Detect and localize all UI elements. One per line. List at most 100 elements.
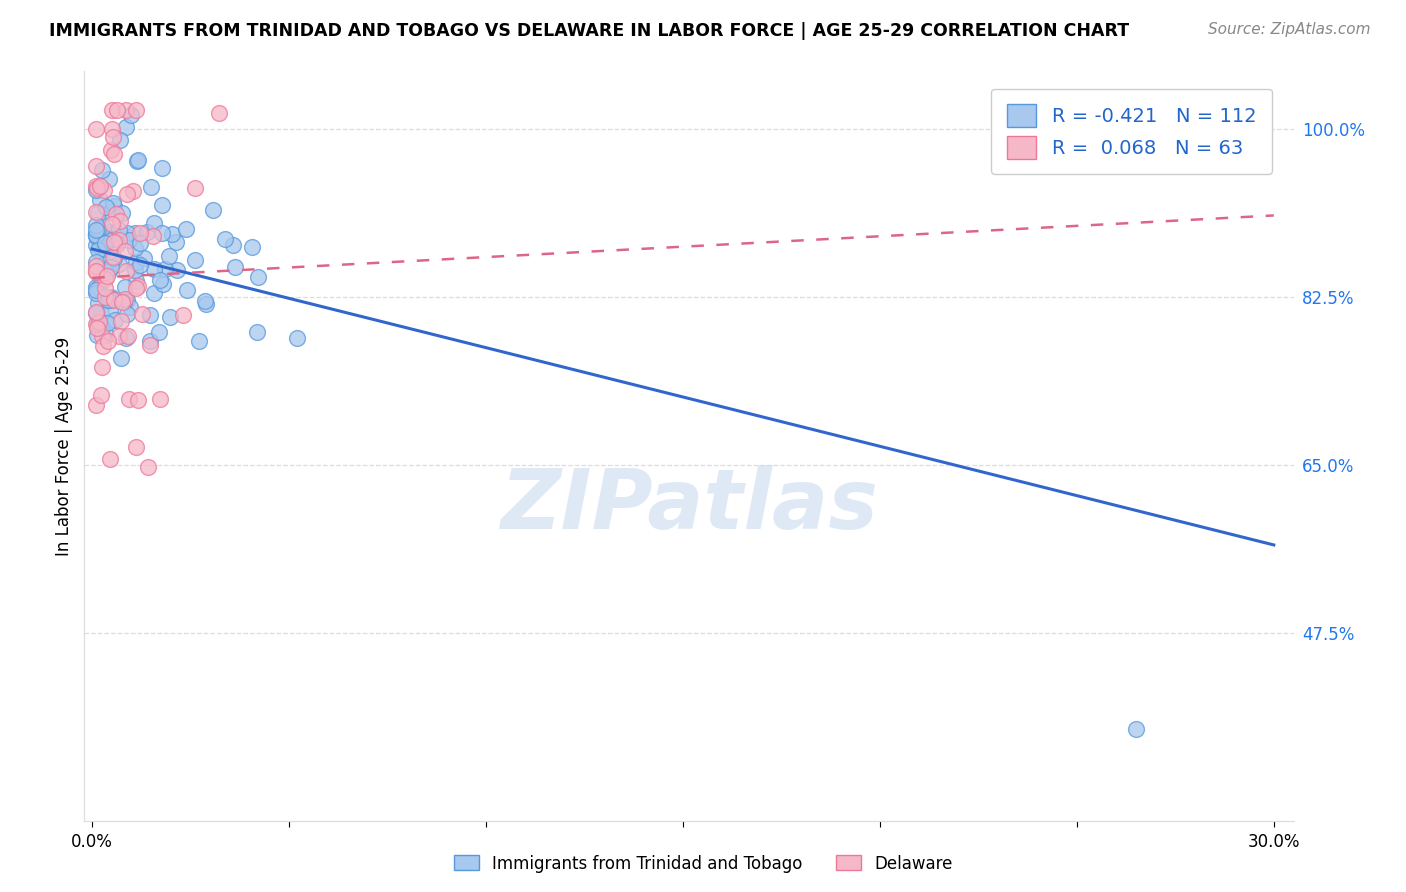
Point bbox=[97, 293, 120, 307]
Point bbox=[142, 216, 165, 230]
Point bbox=[94, 290, 117, 304]
Point bbox=[97, 233, 120, 247]
Point bbox=[139, 308, 162, 322]
Point bbox=[101, 130, 124, 145]
Point bbox=[84, 265, 107, 279]
Point bbox=[98, 172, 121, 186]
Point bbox=[101, 103, 124, 117]
Point bbox=[129, 235, 152, 250]
Point bbox=[194, 293, 217, 308]
Point bbox=[114, 280, 136, 294]
Point bbox=[124, 274, 146, 288]
Point bbox=[93, 257, 115, 271]
Point bbox=[97, 233, 120, 247]
Point bbox=[84, 159, 107, 173]
Point bbox=[117, 329, 139, 343]
Point bbox=[165, 235, 187, 250]
Point bbox=[125, 281, 148, 295]
Point bbox=[115, 187, 138, 202]
Point bbox=[103, 146, 125, 161]
Point bbox=[84, 227, 107, 241]
Point bbox=[111, 206, 134, 220]
Point bbox=[129, 226, 152, 240]
Point bbox=[93, 272, 115, 286]
Point bbox=[118, 392, 141, 406]
Point bbox=[84, 204, 107, 219]
Point bbox=[103, 293, 125, 307]
Point bbox=[84, 223, 107, 237]
Point bbox=[194, 297, 217, 311]
Point bbox=[127, 392, 149, 407]
Point bbox=[87, 296, 110, 310]
Point bbox=[240, 240, 263, 254]
Point bbox=[90, 306, 112, 320]
Point bbox=[104, 313, 127, 327]
Point bbox=[84, 227, 107, 242]
Point bbox=[90, 162, 112, 177]
Point bbox=[84, 227, 107, 242]
Point bbox=[135, 225, 157, 239]
Point bbox=[107, 233, 129, 247]
Point bbox=[149, 273, 172, 287]
Point bbox=[84, 264, 107, 278]
Point bbox=[87, 243, 110, 257]
Point bbox=[125, 440, 148, 454]
Point bbox=[172, 309, 194, 323]
Point bbox=[115, 120, 138, 135]
Point bbox=[84, 183, 107, 197]
Point bbox=[166, 263, 188, 277]
Point bbox=[84, 237, 107, 252]
Point bbox=[105, 103, 128, 117]
Point bbox=[127, 278, 149, 293]
Point bbox=[105, 207, 128, 221]
Point bbox=[86, 205, 108, 219]
Point bbox=[160, 227, 183, 242]
Point bbox=[103, 235, 125, 249]
Point bbox=[114, 263, 136, 277]
Point bbox=[222, 237, 245, 252]
Point bbox=[84, 218, 107, 232]
Point bbox=[121, 184, 143, 198]
Point bbox=[118, 233, 141, 247]
Point bbox=[108, 213, 131, 227]
Point bbox=[93, 280, 115, 294]
Point bbox=[84, 306, 107, 320]
Point bbox=[143, 261, 166, 276]
Point bbox=[117, 293, 139, 308]
Point bbox=[149, 392, 172, 407]
Point bbox=[139, 338, 162, 352]
Point bbox=[87, 315, 110, 329]
Point bbox=[84, 259, 107, 273]
Point bbox=[98, 452, 121, 467]
Point bbox=[112, 295, 135, 310]
Point bbox=[1125, 723, 1147, 737]
Point bbox=[108, 257, 131, 271]
Point bbox=[224, 260, 246, 275]
Point bbox=[93, 183, 115, 197]
Point bbox=[103, 252, 125, 266]
Point bbox=[108, 329, 131, 343]
Point bbox=[86, 398, 108, 412]
Point bbox=[97, 334, 120, 349]
Point bbox=[127, 153, 149, 168]
Point bbox=[114, 330, 136, 344]
Point bbox=[103, 199, 125, 213]
Point bbox=[124, 263, 146, 277]
Point bbox=[153, 261, 176, 276]
Point bbox=[150, 198, 173, 212]
Point bbox=[246, 269, 269, 284]
Point bbox=[89, 280, 111, 294]
Point bbox=[150, 161, 173, 175]
Point bbox=[120, 108, 142, 122]
Point bbox=[93, 235, 115, 250]
Point bbox=[98, 291, 121, 305]
Point bbox=[214, 232, 236, 246]
Point bbox=[124, 226, 146, 240]
Point bbox=[159, 310, 181, 324]
Point bbox=[124, 241, 146, 255]
Point bbox=[285, 331, 308, 345]
Legend: R = -0.421   N = 112, R =  0.068   N = 63: R = -0.421 N = 112, R = 0.068 N = 63 bbox=[991, 88, 1271, 174]
Point bbox=[90, 329, 112, 343]
Point bbox=[89, 179, 111, 194]
Text: Source: ZipAtlas.com: Source: ZipAtlas.com bbox=[1208, 22, 1371, 37]
